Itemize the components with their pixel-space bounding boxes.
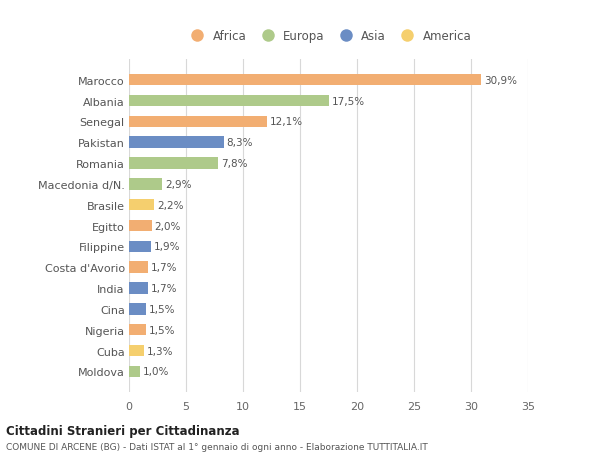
Bar [129, 137, 224, 149]
Text: 1,9%: 1,9% [154, 242, 180, 252]
Text: Cittadini Stranieri per Cittadinanza: Cittadini Stranieri per Cittadinanza [6, 425, 239, 437]
Text: 17,5%: 17,5% [331, 96, 364, 106]
Bar [129, 345, 144, 357]
Text: 1,5%: 1,5% [149, 325, 175, 335]
Bar [129, 283, 148, 294]
Text: 8,3%: 8,3% [226, 138, 253, 148]
Text: 2,2%: 2,2% [157, 200, 184, 210]
Legend: Africa, Europa, Asia, America: Africa, Europa, Asia, America [181, 26, 476, 48]
Text: COMUNE DI ARCENE (BG) - Dati ISTAT al 1° gennaio di ogni anno - Elaborazione TUT: COMUNE DI ARCENE (BG) - Dati ISTAT al 1°… [6, 442, 428, 451]
Text: 1,0%: 1,0% [143, 367, 170, 376]
Bar [129, 95, 329, 107]
Bar [129, 325, 146, 336]
Bar [129, 220, 152, 232]
Text: 7,8%: 7,8% [221, 159, 247, 168]
Text: 1,7%: 1,7% [151, 263, 178, 273]
Text: 2,9%: 2,9% [165, 179, 191, 190]
Text: 2,0%: 2,0% [155, 221, 181, 231]
Bar [129, 241, 151, 252]
Bar [129, 262, 148, 274]
Bar [129, 200, 154, 211]
Bar [129, 366, 140, 377]
Bar [129, 75, 481, 86]
Text: 30,9%: 30,9% [484, 76, 517, 85]
Text: 12,1%: 12,1% [270, 117, 303, 127]
Text: 1,7%: 1,7% [151, 284, 178, 293]
Text: 1,5%: 1,5% [149, 304, 175, 314]
Text: 1,3%: 1,3% [146, 346, 173, 356]
Bar [129, 158, 218, 169]
Bar [129, 117, 267, 128]
Bar [129, 179, 162, 190]
Bar [129, 303, 146, 315]
